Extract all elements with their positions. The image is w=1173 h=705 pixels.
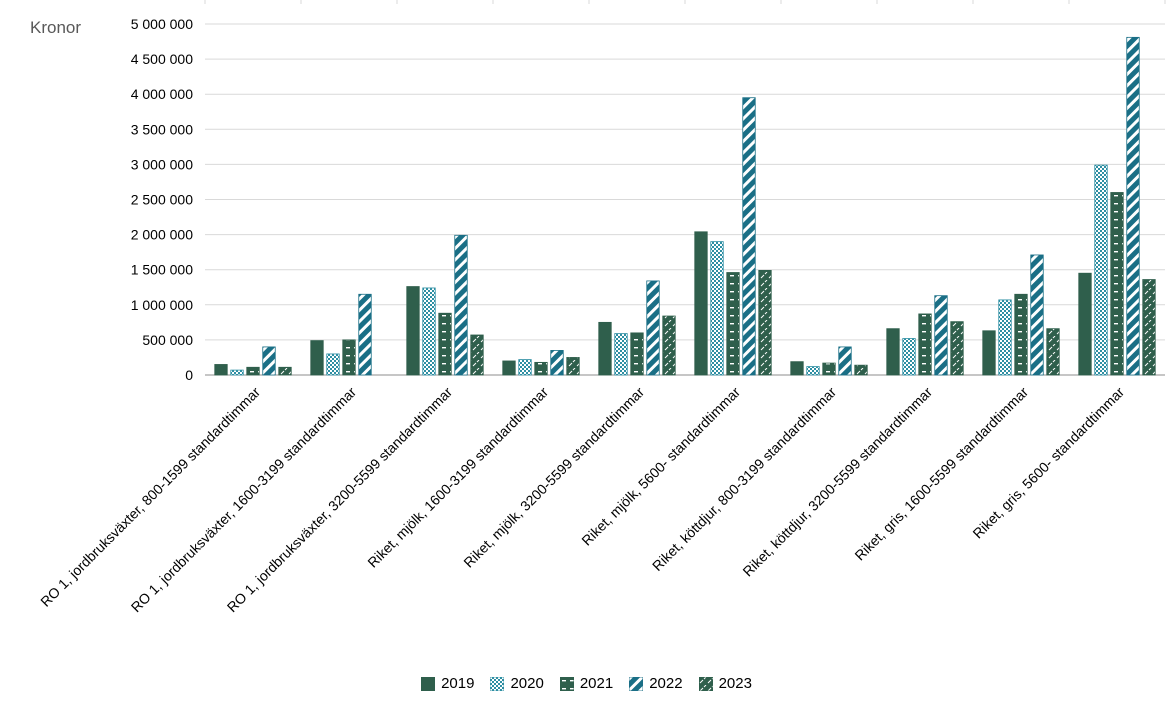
- bar-2021-2: [438, 312, 452, 376]
- bar-2019-6: [790, 361, 804, 376]
- legend-label: 2019: [441, 675, 475, 692]
- x-tick-label: Riket, mjölk, 3200-5599 standardtimmar: [460, 384, 647, 571]
- bar-2023-2: [470, 334, 484, 376]
- legend-label: 2022: [649, 675, 683, 692]
- bar-2023-8: [1046, 328, 1060, 376]
- legend-swatch: [629, 676, 644, 691]
- y-tick-label: 500 000: [142, 332, 193, 348]
- bar-2022-4: [646, 280, 660, 376]
- x-tick-label: Riket, mjölk, 1600-3199 standardtimmar: [364, 384, 551, 571]
- legend-item-2019: 2019: [421, 675, 474, 692]
- bar-2022-3: [550, 350, 564, 376]
- bar-2019-9: [1078, 272, 1092, 376]
- bar-2023-3: [566, 357, 580, 376]
- y-axis-unit-label: Kronor: [30, 18, 82, 37]
- y-tick-label: 3 500 000: [131, 121, 193, 137]
- bar-2022-9: [1126, 36, 1140, 376]
- legend-item-2023: 2023: [698, 675, 752, 692]
- bar-2023-7: [950, 321, 964, 376]
- bar-2019-1: [310, 340, 324, 376]
- bar-2021-5: [726, 272, 740, 376]
- bar-2021-0: [246, 366, 260, 376]
- bar-2020-4: [614, 333, 628, 376]
- legend-swatch: [490, 676, 505, 691]
- y-tick-label: 1 500 000: [131, 262, 193, 278]
- bar-2023-5: [758, 270, 772, 376]
- bar-2019-5: [694, 231, 708, 376]
- y-tick-label: 1 000 000: [131, 297, 193, 313]
- bar-2019-3: [502, 360, 516, 376]
- bar-2023-4: [662, 315, 676, 376]
- bar-2022-0: [262, 346, 276, 376]
- x-tick-label: Riket, mjölk, 5600- standardtimmar: [578, 384, 743, 549]
- bar-2020-2: [422, 287, 436, 376]
- legend: 2019 2020 2021 2022 2023: [0, 675, 1173, 692]
- bars-layer: [214, 36, 1156, 376]
- x-tick-label: RO 1, jordbruksväxter, 800-1599 standard…: [37, 384, 263, 610]
- bar-2020-8: [998, 299, 1012, 376]
- bar-2022-5: [742, 97, 756, 376]
- y-tick-label: 5 000 000: [131, 16, 193, 32]
- bar-2022-2: [454, 234, 468, 376]
- bar-2023-0: [278, 366, 292, 376]
- bar-2021-7: [918, 313, 932, 376]
- bar-2022-6: [838, 346, 852, 376]
- bar-2019-0: [214, 364, 228, 376]
- bar-2022-7: [934, 295, 948, 376]
- y-tick-label: 3 000 000: [131, 156, 193, 172]
- legend-swatch: [698, 676, 713, 691]
- x-tick-labels: RO 1, jordbruksväxter, 800-1599 standard…: [37, 384, 1127, 616]
- y-tick-label: 2 000 000: [131, 227, 193, 243]
- y-tick-label: 2 500 000: [131, 192, 193, 208]
- bar-2020-6: [806, 366, 820, 376]
- bar-2020-0: [230, 369, 244, 376]
- y-tick-label: 0: [185, 367, 193, 383]
- x-tick-label: Riket, köttdjur, 800-3199 standardtimmar: [649, 384, 839, 574]
- legend-label: 2021: [579, 675, 614, 692]
- legend-swatch: [421, 676, 436, 691]
- bar-2022-1: [358, 293, 372, 376]
- bar-2020-7: [902, 338, 916, 376]
- bar-2020-3: [518, 359, 532, 376]
- bar-2021-3: [534, 361, 548, 376]
- bar-2019-2: [406, 286, 420, 376]
- bar-2020-1: [326, 353, 340, 376]
- x-tick-label: Riket, gris, 1600-5599 standardtimmar: [851, 384, 1031, 564]
- bar-2023-6: [854, 364, 868, 376]
- legend-item-2021: 2021: [559, 675, 614, 692]
- legend-swatch: [559, 676, 574, 691]
- bar-2019-4: [598, 321, 612, 376]
- y-tick-label: 4 500 000: [131, 51, 193, 67]
- bar-2021-9: [1110, 192, 1124, 376]
- bar-2019-8: [982, 330, 996, 376]
- bar-2020-9: [1094, 164, 1108, 376]
- x-tick-label: Riket, köttdjur, 3200-5599 standardtimma…: [739, 384, 935, 580]
- legend-label: 2023: [718, 675, 752, 692]
- bar-2022-8: [1030, 254, 1044, 376]
- bar-2021-1: [342, 339, 356, 376]
- bar-2023-9: [1142, 279, 1156, 376]
- x-tick-label: RO 1, jordbruksväxter, 3200-5599 standar…: [224, 384, 456, 616]
- bar-2020-5: [710, 241, 724, 376]
- x-tick-label: Riket, gris, 5600- standardtimmar: [969, 384, 1127, 542]
- bar-2019-7: [886, 328, 900, 376]
- legend-item-2020: 2020: [490, 675, 544, 692]
- y-tick-label: 4 000 000: [131, 86, 193, 102]
- legend-item-2022: 2022: [629, 675, 683, 692]
- legend-label: 2020: [510, 675, 544, 692]
- bar-2021-4: [630, 332, 644, 376]
- bar-2021-8: [1014, 293, 1028, 376]
- x-tick-label: RO 1, jordbruksväxter, 1600-3199 standar…: [128, 384, 360, 616]
- y-tick-labels: 0 500 000 1 000 000 1 500 000 2 000 000 2 500…: [131, 16, 194, 383]
- bar-2021-6: [822, 362, 836, 376]
